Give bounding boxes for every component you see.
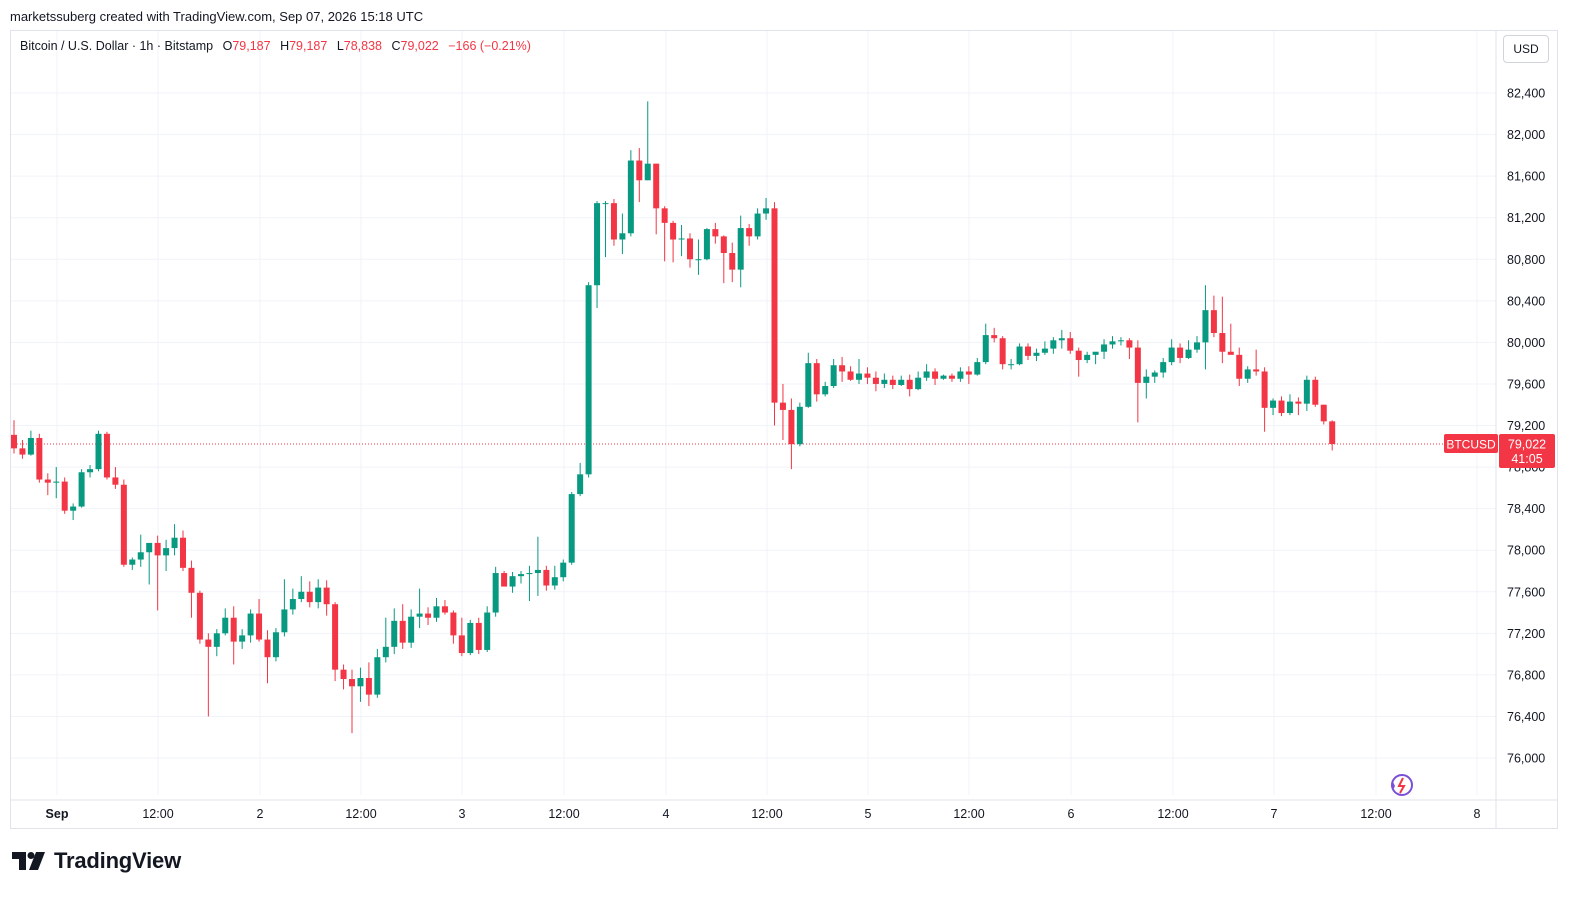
open-value: 79,187: [232, 39, 271, 53]
tradingview-logo-icon: [12, 852, 45, 870]
high-label: H: [280, 39, 290, 53]
chart-frame[interactable]: [10, 30, 1558, 829]
low-value: 78,838: [343, 39, 382, 53]
tradingview-logo: TradingView: [12, 848, 181, 874]
close-value: 79,022: [400, 39, 439, 53]
low-label: L: [336, 39, 344, 53]
chart-legend: Bitcoin / U.S. Dollar · 1h · Bitstamp O7…: [20, 39, 531, 53]
high-value: 79,187: [289, 39, 328, 53]
currency-button[interactable]: USD: [1503, 35, 1549, 63]
symbol-title: Bitcoin / U.S. Dollar · 1h · Bitstamp: [20, 39, 214, 53]
open-label: O: [222, 39, 233, 53]
brand-name: TradingView: [54, 848, 181, 873]
chart-credit: marketssuberg created with TradingView.c…: [10, 9, 424, 24]
close-label: C: [391, 39, 401, 53]
change-value: −166 (−0.21%): [448, 39, 531, 53]
